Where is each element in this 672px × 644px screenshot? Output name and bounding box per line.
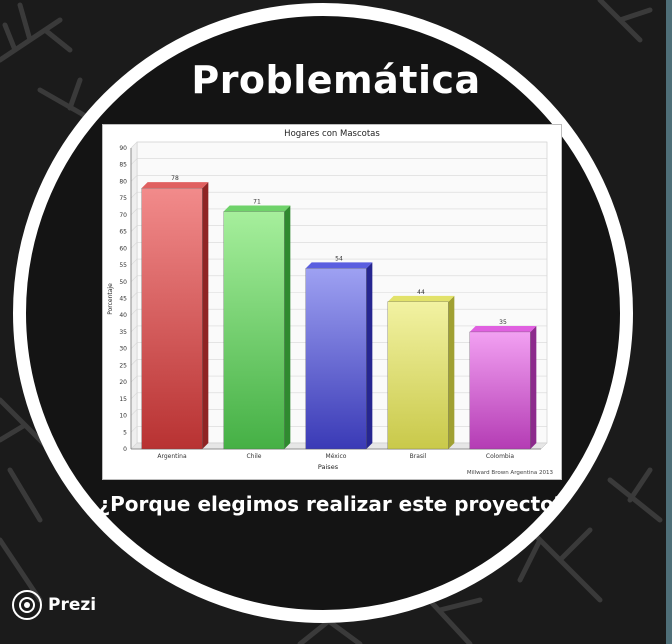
prezi-logo-label: Prezi: [48, 595, 97, 615]
y-tick-label: 15: [119, 396, 127, 403]
y-tick-label: 90: [119, 145, 127, 152]
bar: [223, 211, 285, 450]
bar: [469, 331, 531, 450]
y-tick-label: 50: [119, 279, 127, 286]
slide-subtitle: ¿Porque elegimos realizar este proyecto?: [98, 492, 566, 516]
gridline-side: [130, 242, 138, 249]
y-axis-label: Porcentaje: [107, 283, 114, 315]
y-tick-label: 65: [119, 229, 127, 236]
bar: [305, 268, 367, 450]
x-tick-label: Chile: [246, 453, 261, 460]
bar-value-label: 54: [335, 255, 343, 262]
bar-value-label: 44: [417, 289, 425, 296]
x-tick-label: Colombia: [486, 453, 515, 460]
bar-top: [469, 325, 537, 332]
y-tick-label: 70: [119, 212, 127, 219]
gridline-side: [130, 309, 138, 316]
gridline-side: [130, 392, 138, 400]
bar-top: [141, 182, 209, 189]
bar-value-label: 71: [253, 199, 261, 206]
y-tick-label: 5: [123, 429, 127, 436]
gridline-side: [130, 442, 138, 450]
y-tick-label: 35: [119, 329, 127, 336]
y-tick-label: 0: [123, 446, 127, 453]
gridline-side: [130, 359, 138, 366]
gridline-side: [130, 275, 138, 282]
gridline-side: [130, 375, 138, 383]
prezi-logo: Prezi: [12, 590, 96, 620]
x-tick-label: Brasil: [410, 453, 427, 460]
x-tick-label: México: [326, 453, 347, 460]
bar-top: [387, 295, 455, 302]
gridline-side: [130, 426, 138, 433]
bar-side: [202, 182, 209, 449]
slide-title: Problemática: [191, 58, 481, 102]
bar: [387, 301, 449, 450]
y-tick-label: 75: [119, 195, 127, 202]
gridline-side: [130, 191, 138, 199]
bar-side: [284, 205, 291, 449]
gridline-side: [130, 409, 138, 416]
gridline-side: [130, 175, 138, 182]
chart-source: Millward Brown Argentina 2013: [467, 470, 554, 476]
y-tick-label: 60: [119, 245, 127, 252]
edge-strip: [666, 0, 672, 644]
gridline-side: [130, 225, 138, 232]
bar-side: [530, 325, 537, 449]
gridline-side: [130, 292, 138, 299]
y-tick-label: 45: [119, 296, 127, 303]
y-tick-label: 20: [119, 379, 127, 386]
gridline-side: [130, 325, 138, 333]
bar-top: [305, 262, 373, 269]
bar-value-label: 78: [171, 175, 179, 182]
bar-top: [223, 205, 291, 212]
x-axis-label: Paises: [318, 463, 339, 471]
y-tick-label: 80: [119, 178, 127, 185]
y-tick-label: 30: [119, 346, 127, 353]
y-tick-label: 25: [119, 362, 127, 369]
y-tick-label: 10: [119, 413, 127, 420]
bar-value-label: 35: [499, 319, 507, 326]
bar-side: [366, 262, 373, 449]
y-tick-label: 40: [119, 312, 127, 319]
y-tick-label: 85: [119, 162, 127, 169]
gridline-side: [130, 208, 138, 216]
gridline-side: [130, 141, 138, 149]
gridline-side: [130, 342, 138, 349]
gridline-side: [130, 158, 138, 165]
bar-side: [448, 295, 455, 449]
y-tick-label: 55: [119, 262, 127, 269]
gridline-side: [130, 258, 138, 266]
bar: [141, 187, 203, 450]
prezi-logo-icon: [12, 590, 42, 620]
x-tick-label: Argentina: [157, 453, 187, 460]
bar-chart: Hogares con Mascotas Porcentaje Paises M…: [107, 129, 554, 476]
chart-title: Hogares con Mascotas: [284, 129, 380, 139]
chart-panel: Hogares con Mascotas Porcentaje Paises M…: [102, 124, 562, 480]
